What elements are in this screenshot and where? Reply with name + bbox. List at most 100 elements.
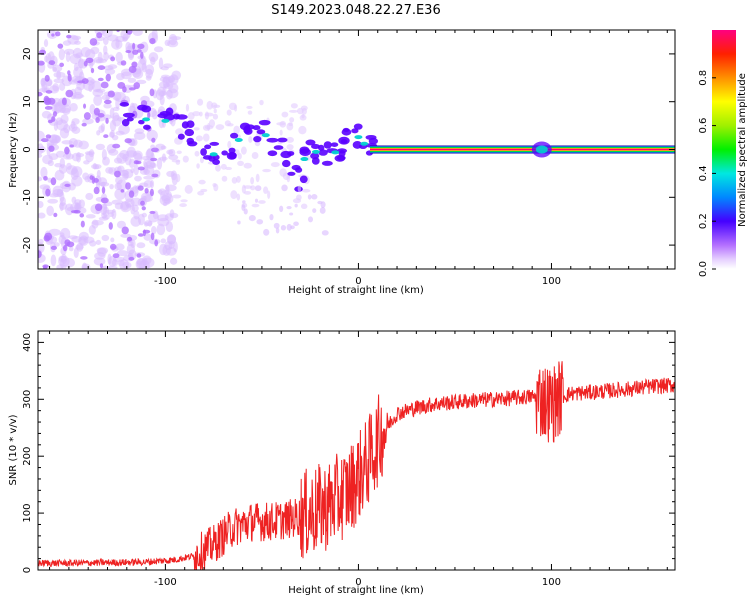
spectrogram-blob: [286, 206, 292, 210]
spectrogram-blob: [312, 208, 317, 213]
spectrogram-blob: [263, 228, 270, 236]
y-tick-label: 0: [22, 567, 33, 573]
spectrogram-blob: [161, 118, 170, 123]
spectrogram-blob: [317, 144, 325, 151]
spectrogram-blob: [300, 157, 309, 162]
spectrogram-blob: [336, 148, 348, 154]
spectrogram-blob: [137, 104, 148, 111]
spectrogram-blob: [143, 158, 152, 169]
spectrogram-blob: [149, 38, 156, 45]
y-tick-label: -20: [22, 237, 33, 253]
spectrogram-blob: [330, 142, 339, 147]
spectrogram-blob: [141, 156, 152, 161]
spectrogram-blob: [99, 181, 110, 187]
spectrogram-blob: [79, 213, 85, 218]
spectrogram-blob: [110, 237, 115, 243]
spectrogram-blob: [80, 256, 88, 260]
spectrogram-blob: [112, 143, 121, 149]
spectrogram-blob: [90, 79, 96, 84]
spectrogram-blob: [93, 94, 103, 106]
spectrogram-blob: [112, 106, 120, 112]
spectrogram-blob: [72, 91, 84, 100]
spectrogram-blob: [54, 169, 65, 181]
spectrogram-blob: [267, 150, 278, 157]
spectrogram-blob: [120, 60, 127, 66]
spectrogram-blob: [141, 206, 146, 211]
spectrogram-blob: [289, 117, 295, 123]
spectrogram-blob: [144, 187, 149, 194]
spectrogram-blob: [53, 78, 65, 84]
spectrogram-blob: [85, 57, 94, 64]
spectrogram-blob: [67, 73, 72, 82]
spectrogram-blob: [43, 235, 51, 242]
spectrogram-blob: [149, 210, 156, 214]
snr-ticks: -100 0 100 0 100 200 300 400: [22, 331, 675, 588]
spectrogram-blob: [259, 99, 264, 106]
spectrogram-blob: [207, 123, 211, 132]
spectrogram-blob: [95, 143, 106, 151]
spectrogram-blob: [125, 182, 131, 190]
spectrogram-blob: [241, 184, 246, 194]
spectrogram-blob: [234, 137, 243, 142]
spectrogram-blob: [184, 184, 193, 194]
spectrogram-blob: [102, 156, 110, 166]
spectrogram-blob: [58, 255, 70, 267]
spectrogram-blob: [88, 83, 93, 92]
spectrogram-blob: [132, 42, 136, 50]
spectrogram-blob: [231, 177, 238, 184]
spectrogram-blob: [172, 194, 182, 199]
spectrogram-blob: [299, 175, 308, 184]
spectrogram-blob: [107, 90, 115, 98]
spectrogram-blob: [243, 162, 252, 169]
spectrogram-blob: [132, 30, 143, 37]
spectrogram-blob: [247, 110, 253, 115]
spectrogram-blob: [175, 159, 181, 165]
spectrogram-blob: [299, 114, 307, 121]
spectrogram-blob: [84, 151, 95, 156]
colorbar-tick-label: 0.6: [698, 118, 709, 134]
spectrogram-blob: [215, 124, 225, 131]
spectrogram-blob: [122, 112, 135, 118]
spectrogram-blob: [107, 253, 112, 265]
spectrogram-blob: [237, 220, 241, 225]
spectrogram-blob: [153, 46, 164, 53]
spectrogram-blob: [81, 122, 87, 127]
spectrogram-blob: [52, 83, 60, 92]
spectrogram-blob: [52, 111, 58, 117]
spectrogram-blob: [354, 135, 363, 140]
spectrogram-blob: [138, 119, 145, 125]
spectrogram-blob: [294, 203, 298, 208]
spectrogram-blob: [145, 64, 155, 76]
spectrogram-blob: [275, 227, 280, 234]
spectrogram-blob: [98, 125, 105, 134]
spectrogram-blob: [66, 34, 72, 39]
spectrogram-blob: [159, 95, 165, 106]
spectrogram-blob: [50, 177, 57, 186]
x-tick-label: -100: [154, 276, 177, 287]
spectrogram-blob: [124, 156, 132, 166]
y-tick-label: -10: [22, 189, 33, 205]
spectrogram-blob: [64, 146, 70, 155]
spectrogram-blob: [149, 179, 155, 189]
spectrogram-blob: [133, 164, 139, 176]
spectrogram-blob: [108, 212, 115, 218]
spectrogram-blob: [237, 152, 242, 160]
y-tick-label: 200: [22, 447, 33, 466]
spectrogram-blob: [48, 60, 56, 66]
spectrogram-blob: [45, 90, 53, 94]
spectrogram-blob: [293, 221, 299, 226]
spectrogram-blob: [73, 247, 79, 259]
spectrogram-blob: [176, 150, 182, 155]
spectrogram-blob: [255, 173, 260, 183]
spectrogram-blob: [200, 148, 207, 156]
spectrogram-blob: [202, 133, 210, 142]
spectrogram-blob: [73, 62, 79, 72]
spectrogram-blob: [94, 203, 103, 212]
spectrogram-blob: [111, 259, 119, 267]
spectrogram-blob: [137, 58, 147, 71]
spectrogram-blob: [93, 186, 100, 195]
spectrogram-blob: [305, 139, 316, 146]
spectrogram-blob: [119, 201, 132, 213]
spectrogram-blob: [51, 33, 55, 37]
spectrogram-blob: [126, 116, 134, 122]
